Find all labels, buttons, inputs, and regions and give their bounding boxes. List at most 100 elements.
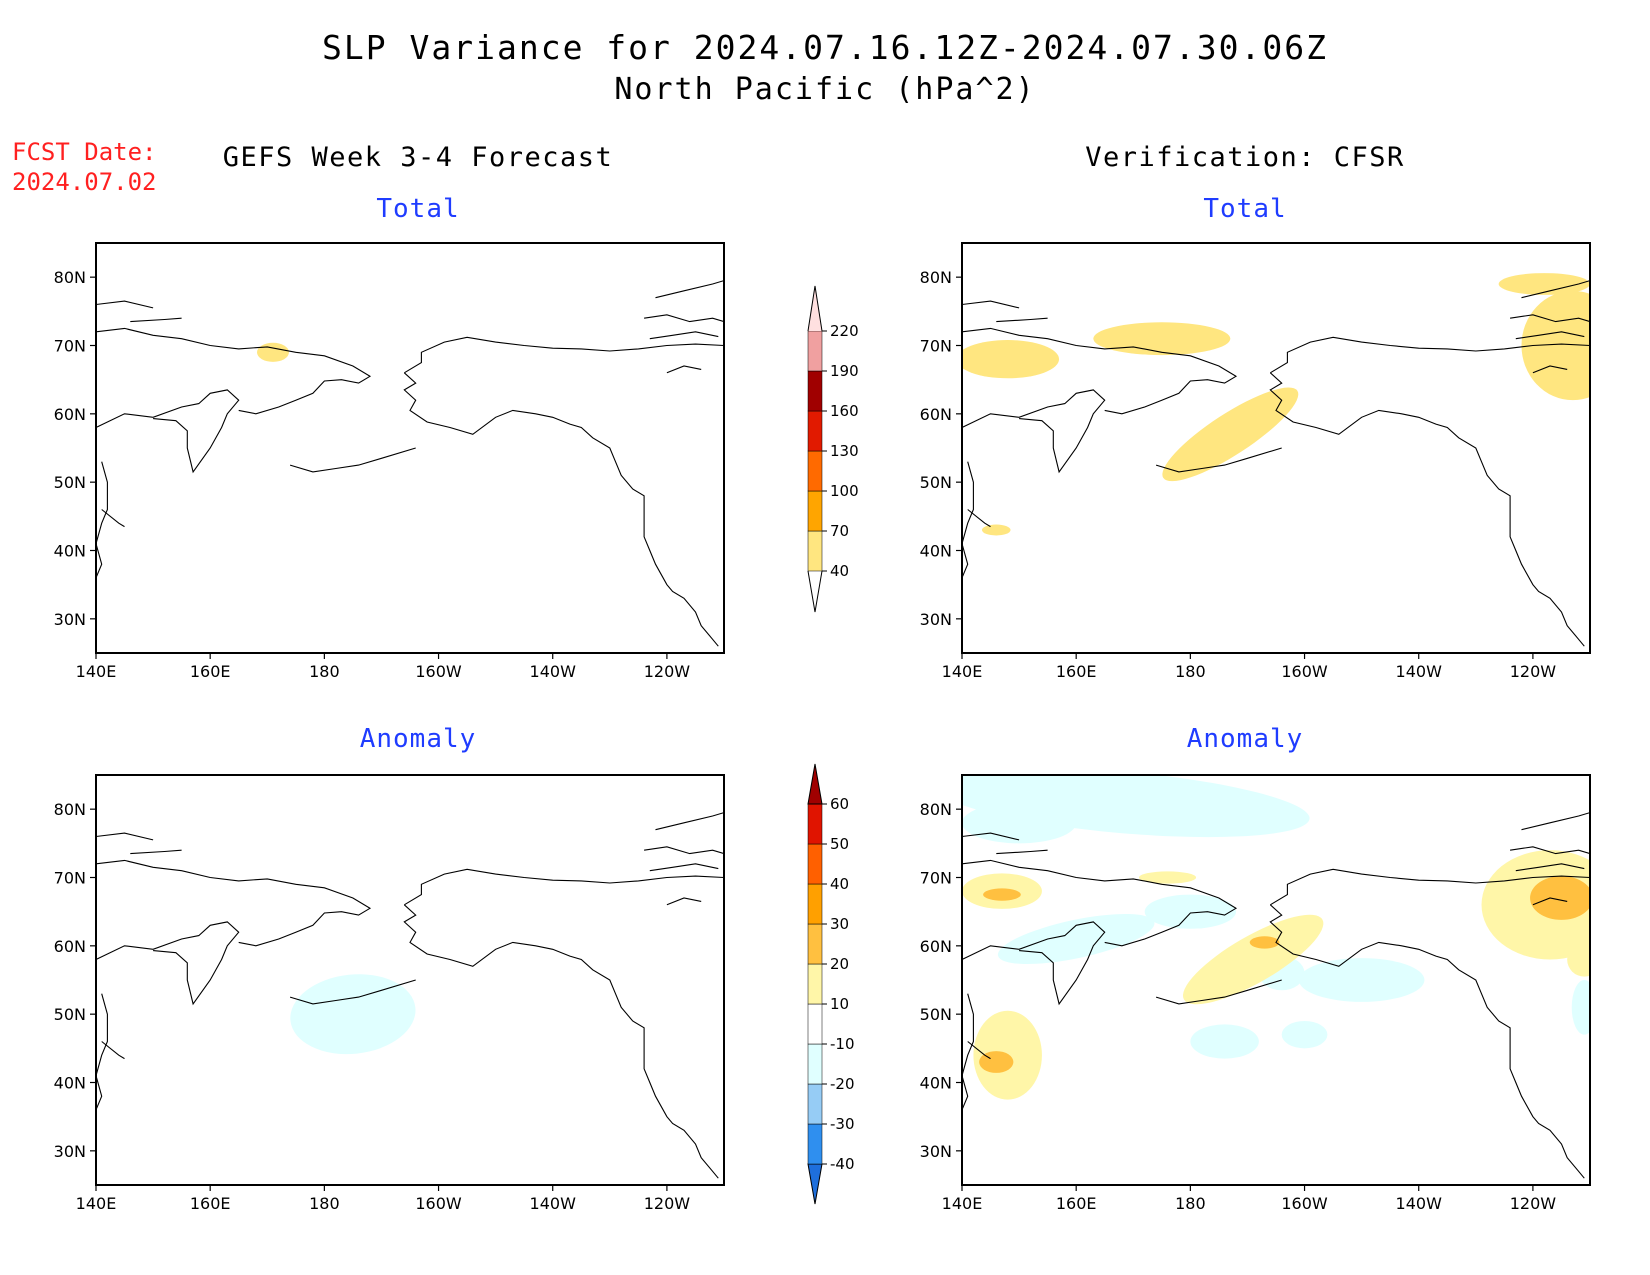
shaded-variance-region [1190,1024,1259,1059]
coastline [96,327,372,415]
colorbar-label: -20 [830,1075,855,1093]
y-tick-label: 80N [54,800,86,819]
coastline [649,331,719,340]
coastline [1510,846,1590,855]
coastline [96,832,154,841]
x-tick-label: 160W [415,1194,462,1213]
coastline [130,317,182,323]
right-column-title: Verification: CFSR [1085,142,1405,173]
y-tick-label: 70N [54,337,86,356]
coastline [96,993,108,1111]
x-tick-label: 140E [76,662,117,681]
x-tick-label: 120W [1510,662,1557,681]
panel-frame [95,774,725,1186]
x-tick-label: 160E [1056,1194,1097,1213]
colorbar-swatch [807,963,823,1005]
x-tick-label: 140W [1396,662,1443,681]
coastline [962,389,1106,474]
shaded-variance-region [962,340,1060,379]
y-tick-label: 60N [54,937,86,956]
coastline [967,509,991,528]
x-tick-label: 140W [530,662,577,681]
coastline [655,280,724,299]
x-tick-label: 180 [309,1194,340,1213]
colorbar-label: -40 [830,1155,855,1173]
x-tick-label: 140E [76,1194,117,1213]
map-panel-3: 140E 160E 180 160W 140W 120W 30N 40N 50N 60N 70N 80… [54,774,725,1213]
colorbar-swatch [807,1043,823,1085]
colorbar-swatch [807,490,823,532]
colorbar-label: -30 [830,1115,855,1133]
coastline [96,859,372,947]
x-tick-label: 160E [1056,662,1097,681]
y-tick-label: 70N [920,869,952,888]
x-tick-label: 120W [644,662,691,681]
colorbar-label: 130 [830,442,859,460]
shaded-variance-region [1521,290,1590,401]
coastline [1155,447,1282,473]
panel-title-verification-total: Total [1203,194,1287,224]
shaded-variance-region [290,974,416,1055]
coastline [666,365,702,374]
coastline [666,897,702,906]
shaded-variance-region [1138,871,1197,884]
y-tick-label: 50N [920,1005,952,1024]
x-tick-label: 140W [1396,1194,1443,1213]
coastline [655,812,724,831]
forecast-date-label: FCST Date: [12,138,157,166]
colorbar-swatch [807,1003,823,1045]
y-tick-label: 80N [920,800,952,819]
coastline [1270,868,1590,906]
colorbar-label: 220 [830,322,859,340]
coastline [96,300,154,309]
colorbar-swatch [807,883,823,925]
coastline [130,849,182,855]
shaded-variance-region [1571,980,1590,1035]
colorbar-label: 60 [830,795,849,813]
coastline [962,921,1106,1006]
map-panel-1: 140E 160E 180 160W 140W 120W 30N 40N 50N 60N 70N 80… [54,242,725,681]
colorbar-swatch [807,330,823,372]
y-tick-label: 40N [920,1074,952,1093]
colorbar-swatch [807,450,823,492]
panel-plot-area [96,280,724,647]
x-tick-label: 140E [942,1194,983,1213]
forecast-date-value: 2024.07.02 [12,168,157,196]
x-tick-label: 160W [415,662,462,681]
y-tick-label: 50N [920,473,952,492]
y-tick-label: 40N [920,542,952,561]
shaded-variance-region [1093,322,1231,356]
x-tick-label: 160W [1281,1194,1328,1213]
x-tick-label: 160W [1281,662,1328,681]
colorbar-total: 40 70 100 130 160 190 220 [807,285,859,613]
coastline [404,868,724,906]
panel-frame [961,774,1591,1186]
x-tick-label: 160E [190,1194,231,1213]
shaded-variance-region [1498,273,1590,295]
shaded-variance-region [256,342,289,362]
y-tick-label: 40N [54,542,86,561]
colorbar-label: 40 [830,875,849,893]
coastline [1532,897,1568,906]
shaded-variance-region [1144,894,1237,929]
shaded-variance-region [962,802,1077,844]
coastline [289,447,416,473]
colorbar-label: 30 [830,915,849,933]
colorbar-upper-triangle [807,763,823,805]
colorbar-swatch [807,803,823,845]
coastline [962,300,1020,309]
coastline [962,832,1020,841]
coastline [967,1041,991,1060]
colorbar-lower-triangle [807,570,823,613]
coastline [101,509,125,528]
shaded-variance-region [1567,942,1590,977]
coastline [1155,979,1282,1005]
colorbar-label: -10 [830,1035,855,1053]
colorbar-swatch [807,923,823,965]
y-tick-label: 80N [54,268,86,287]
coastline [1510,314,1590,323]
y-tick-label: 60N [920,937,952,956]
coastline [101,1041,125,1060]
coastline [403,372,719,647]
